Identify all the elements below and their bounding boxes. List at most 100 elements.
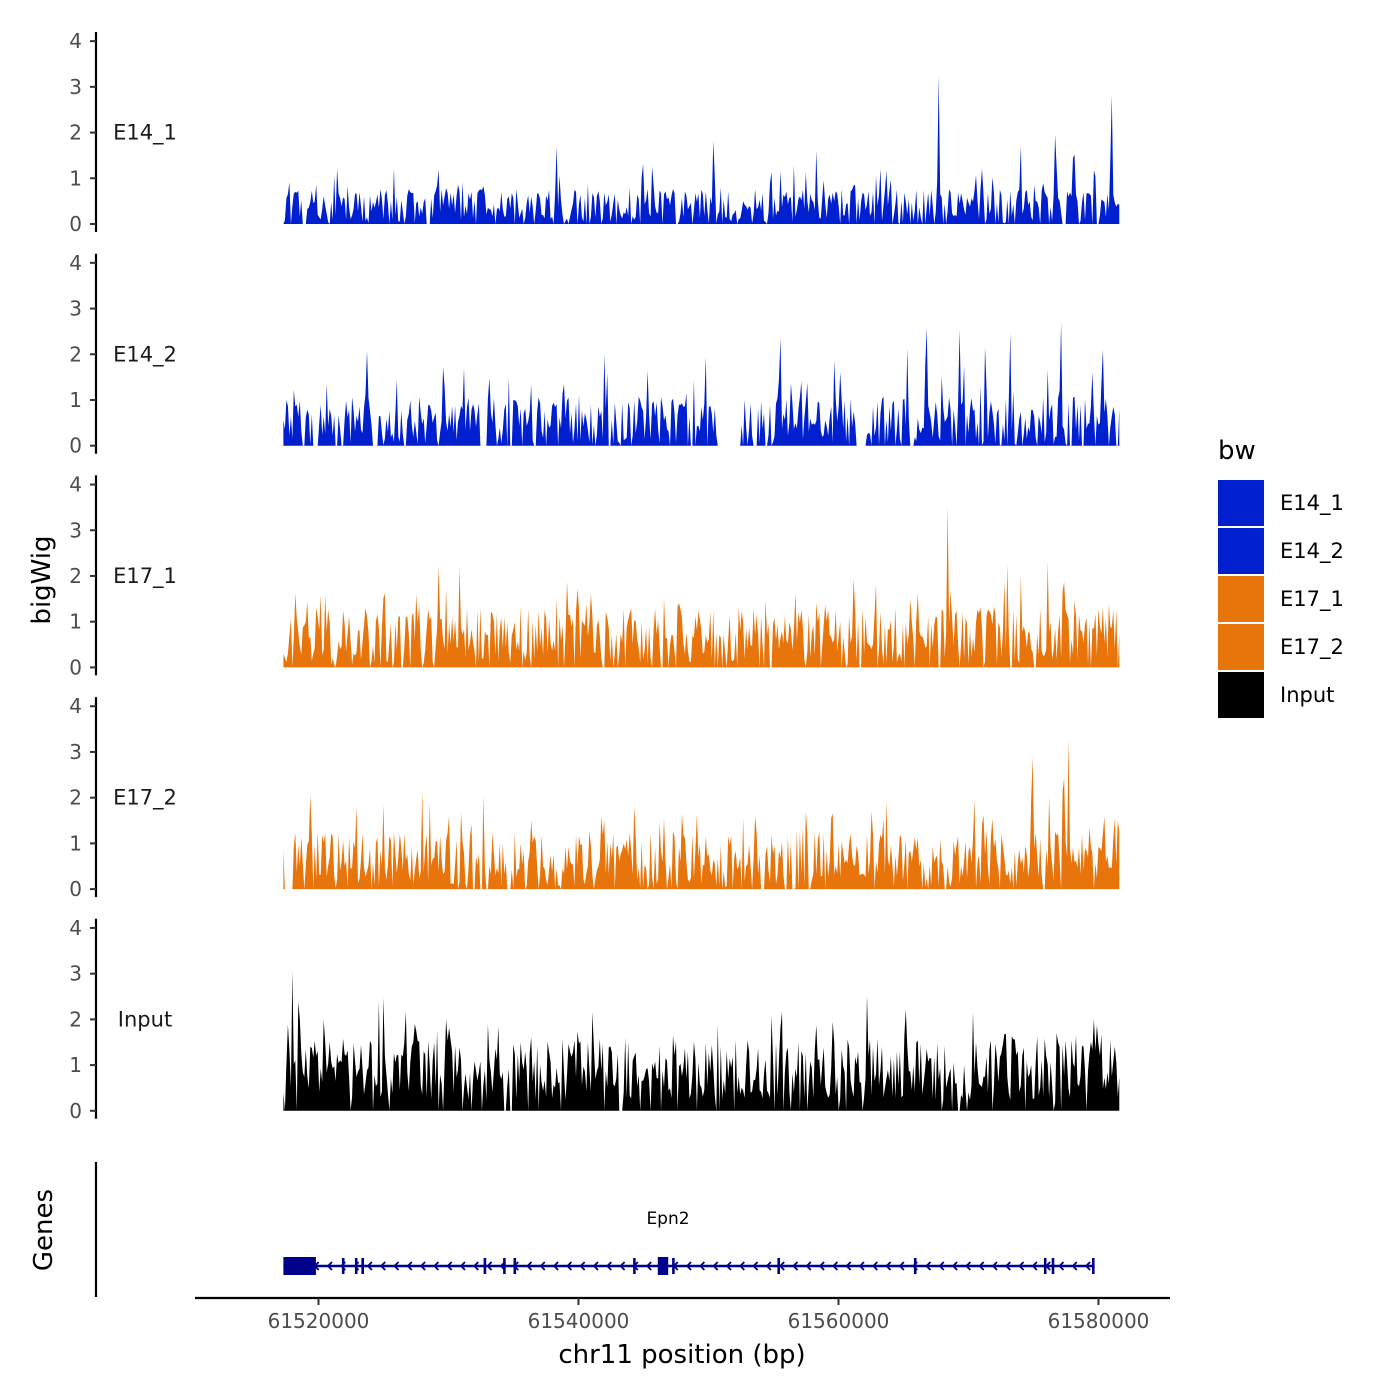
y-tick-label: 0 <box>69 1099 82 1123</box>
y-tick-label: 4 <box>69 251 82 275</box>
track-e14-1: 0 1 2 3 4 E14_1 <box>69 29 1120 236</box>
strand-arrow <box>765 1261 772 1271</box>
track-e17-1: 0 1 2 3 4 E17_1 <box>69 473 1120 679</box>
x-tick-label: 61560000 <box>788 1309 890 1333</box>
strand-arrow <box>579 1261 586 1271</box>
strand-arrow <box>965 1261 972 1271</box>
legend-label: Input <box>1280 683 1334 707</box>
track-name-label: E17_2 <box>113 786 177 811</box>
y-tick-label: 0 <box>69 877 82 901</box>
strand-arrow <box>818 1261 825 1271</box>
strand-arrow <box>872 1261 878 1271</box>
legend-item-e14-2: E14_2 <box>1218 528 1344 574</box>
strand-arrow <box>486 1261 493 1271</box>
x-tick-label: 61580000 <box>1048 1309 1150 1333</box>
strand-arrow <box>433 1261 440 1271</box>
strand-arrow <box>792 1261 799 1271</box>
y-tick-label: 0 <box>69 434 82 458</box>
gene-track: Genes Epn2 <box>29 1162 1095 1297</box>
strand-arrow <box>1071 1261 1078 1271</box>
x-axis: 61520000 61540000 61560000 61580000 chr11 p… <box>195 1296 1170 1370</box>
legend-swatch <box>1218 480 1264 526</box>
strand-arrow <box>566 1261 573 1271</box>
track-name-label: Input <box>118 1007 172 1031</box>
signal-area-e14-2 <box>283 322 1120 446</box>
strand-arrow <box>526 1261 533 1271</box>
signal-area-e17-2 <box>283 737 1120 890</box>
strand-arrow <box>845 1261 852 1271</box>
strand-arrow <box>1031 1261 1038 1271</box>
strand-arrow <box>459 1261 466 1271</box>
legend-item-input: Input <box>1218 672 1334 718</box>
legend-swatch <box>1218 576 1264 622</box>
gene-exon <box>1092 1258 1095 1274</box>
strand-arrow <box>699 1261 706 1271</box>
y-tick-label: 1 <box>69 388 82 412</box>
strand-arrow <box>978 1261 985 1271</box>
legend-swatch <box>1218 672 1264 718</box>
legend-items: E14_1 E14_2 E17_1 E17_2 Input <box>1218 480 1344 718</box>
strand-arrow <box>832 1261 839 1271</box>
y-tick-label: 4 <box>69 694 82 718</box>
gene-exon <box>777 1258 780 1274</box>
strand-arrow <box>406 1261 413 1271</box>
signal-area-e14-1 <box>283 75 1120 225</box>
y-tick-label: 4 <box>69 29 82 53</box>
gene-model-epn2 <box>283 1257 1095 1275</box>
y-tick-label: 4 <box>69 473 82 497</box>
strand-arrow <box>739 1261 745 1271</box>
legend-label: E17_2 <box>1280 635 1344 660</box>
track-name-label: E14_1 <box>113 121 177 146</box>
gene-exon <box>361 1258 364 1274</box>
signal-area-e17-1 <box>283 505 1120 668</box>
strand-arrow <box>898 1261 905 1271</box>
strand-arrow <box>685 1261 692 1271</box>
strand-arrow <box>725 1261 732 1271</box>
legend-title: bw <box>1218 436 1256 466</box>
y-tick-label: 2 <box>69 564 82 588</box>
legend-item-e14-1: E14_1 <box>1218 480 1344 526</box>
y-tick-label: 3 <box>69 740 82 764</box>
gene-exon <box>633 1258 636 1274</box>
strand-arrow <box>552 1261 559 1271</box>
strand-arrow <box>366 1261 373 1271</box>
y-tick-label: 4 <box>69 916 82 940</box>
strand-arrow <box>393 1261 400 1271</box>
strand-arrow <box>938 1261 945 1271</box>
gene-exon <box>513 1258 517 1274</box>
y-tick-label: 2 <box>69 121 82 145</box>
y-tick-label: 2 <box>69 1007 82 1031</box>
strand-arrow <box>885 1261 892 1271</box>
strand-arrow <box>619 1261 626 1271</box>
strand-arrow <box>419 1261 426 1271</box>
x-tick-label: 61540000 <box>528 1309 630 1333</box>
signal-tracks: 0 1 2 3 4 E14_1 0 1 2 3 4 E14_2 0 1 2 3 4 E17_1 0 1 2 3 4 E17_2… <box>69 29 1120 1123</box>
gene-track-label: Genes <box>29 1189 59 1271</box>
strand-arrow <box>379 1261 386 1271</box>
legend-item-e17-2: E17_2 <box>1218 624 1344 670</box>
gene-exon <box>503 1258 506 1274</box>
y-axis-title: bigWig <box>27 535 57 624</box>
x-axis-title: chr11 position (bp) <box>558 1340 805 1370</box>
gene-exon <box>657 1257 669 1275</box>
y-tick-label: 0 <box>69 212 82 236</box>
gene-exon <box>672 1258 675 1274</box>
legend-swatch <box>1218 624 1264 670</box>
strand-arrow <box>592 1261 599 1271</box>
strand-arrow <box>858 1261 865 1271</box>
legend-label: E17_1 <box>1280 587 1344 612</box>
strand-arrow <box>1005 1261 1011 1271</box>
strand-arrow <box>1018 1261 1025 1271</box>
strand-arrow <box>606 1261 612 1271</box>
x-tick-label: 61520000 <box>268 1309 370 1333</box>
track-name-label: E14_2 <box>113 342 177 367</box>
legend-item-e17-1: E17_1 <box>1218 576 1344 622</box>
y-tick-label: 2 <box>69 342 82 366</box>
signal-area-input <box>283 971 1120 1111</box>
y-tick-label: 1 <box>69 1053 82 1077</box>
y-tick-label: 3 <box>69 962 82 986</box>
y-tick-label: 3 <box>69 75 82 99</box>
strand-arrow <box>805 1261 812 1271</box>
gene-exon <box>483 1258 487 1274</box>
